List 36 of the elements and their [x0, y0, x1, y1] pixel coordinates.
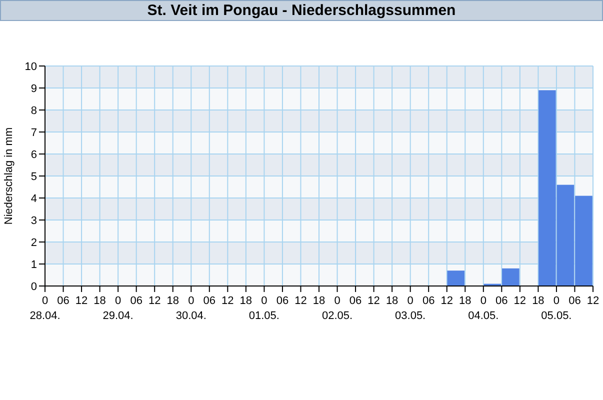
- y-tick-label: 3: [30, 214, 37, 227]
- x-tick-label: 06: [422, 295, 435, 307]
- y-tick-label: 9: [30, 82, 37, 95]
- x-tick-label: 06: [130, 295, 142, 307]
- x-tick-label: 18: [166, 295, 179, 307]
- y-tick-label: 6: [30, 148, 37, 161]
- x-tick-label: 18: [240, 295, 252, 307]
- x-tick-label: 06: [496, 295, 508, 307]
- x-tick-label: 18: [94, 295, 106, 307]
- y-tick-label: 4: [30, 192, 37, 205]
- y-tick-label: 8: [30, 104, 37, 117]
- y-tick-label: 10: [24, 60, 37, 73]
- y-axis-title: Niederschlag in mm: [2, 127, 15, 225]
- x-tick-label: 06: [276, 295, 289, 307]
- y-tick-label: 7: [30, 126, 37, 139]
- x-tick-label: 18: [386, 295, 398, 307]
- x-tick-label: 12: [222, 295, 234, 307]
- x-tick-label: 12: [440, 295, 453, 307]
- y-tick-label: 1: [30, 258, 37, 271]
- x-tick-label: 18: [459, 295, 472, 307]
- y-tick-label: 5: [30, 170, 37, 183]
- y-tick-label: 0: [30, 280, 37, 293]
- x-tick-label: 18: [532, 295, 544, 307]
- x-tick-label: 18: [312, 295, 326, 307]
- x-tick-label: 06: [349, 295, 362, 307]
- x-tick-label: 06: [57, 295, 70, 307]
- chart-title: St. Veit im Pongau - Niederschlagssummen: [0, 0, 603, 21]
- y-tick-label: 2: [30, 236, 37, 249]
- x-tick-label: 12: [294, 295, 307, 307]
- x-tick-label: 12: [368, 295, 380, 307]
- x-tick-label: 12: [75, 295, 88, 307]
- x-tick-label: 12: [148, 295, 161, 307]
- x-tick-label: 06: [568, 295, 581, 307]
- x-tick-label: 12: [586, 295, 600, 307]
- x-tick-label: 12: [514, 295, 526, 307]
- x-tick-label: 06: [203, 295, 216, 307]
